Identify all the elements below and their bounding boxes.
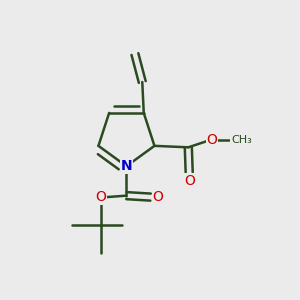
Text: N: N [121,159,132,173]
Text: O: O [96,190,106,204]
Text: CH₃: CH₃ [231,135,252,145]
Text: O: O [206,133,217,147]
Text: O: O [184,174,195,188]
Text: O: O [152,190,164,204]
